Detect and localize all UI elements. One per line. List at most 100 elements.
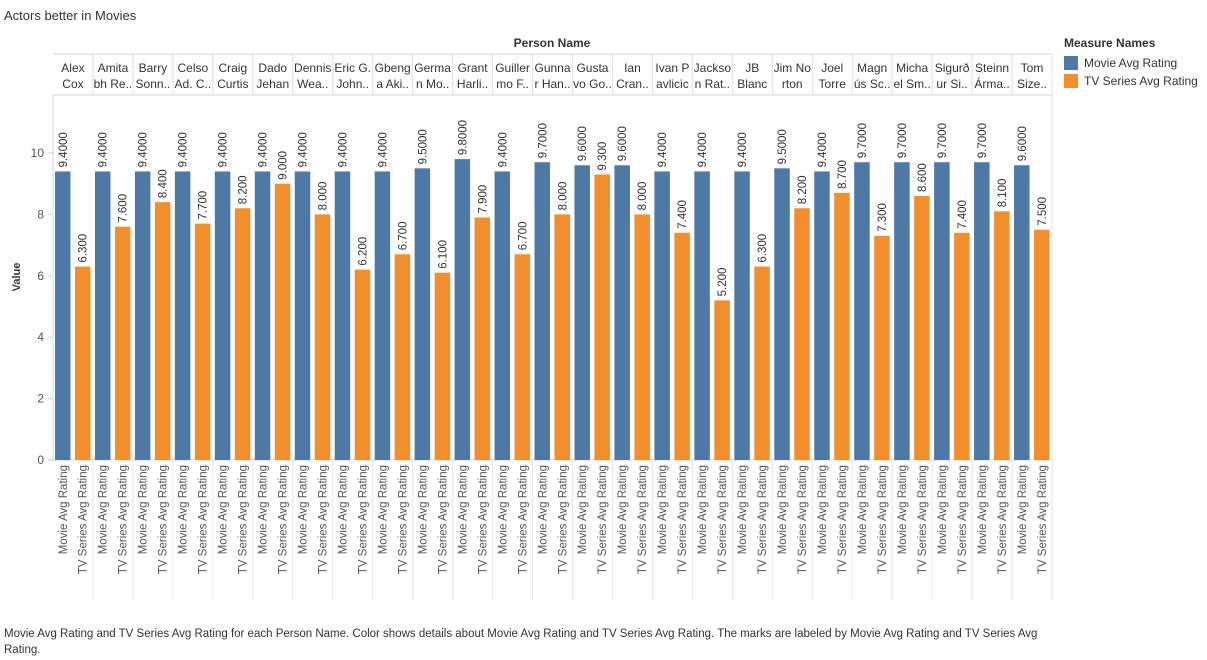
person-name-label: Craig bbox=[218, 61, 247, 75]
y-tick-label: 2 bbox=[37, 392, 44, 406]
tv-series-rating-bar bbox=[634, 214, 650, 460]
person-name-label: Sigurð bbox=[935, 61, 970, 75]
chart-caption: Movie Avg Rating and TV Series Avg Ratin… bbox=[4, 628, 1038, 656]
tv-series-rating-bar bbox=[434, 272, 451, 460]
tv-series-rating-bar bbox=[674, 232, 690, 460]
tv-series-rating-value-label: 6.700 bbox=[517, 222, 529, 251]
measure-label-movie: Movie Avg Rating bbox=[537, 465, 549, 554]
tv-series-rating-bar bbox=[194, 223, 211, 460]
tv-series-rating-bar bbox=[994, 211, 1010, 460]
person-name-label: Micha bbox=[896, 61, 928, 75]
legend-item-movie[interactable]: Movie Avg Rating bbox=[1064, 56, 1198, 70]
person-name-label: Ian bbox=[624, 61, 641, 75]
measure-label-tv-series: TV Series Avg Rating bbox=[677, 465, 689, 574]
movie-rating-value-label: 9.4000 bbox=[817, 132, 829, 167]
measure-label-tv-series: TV Series Avg Rating bbox=[437, 465, 449, 574]
legend-swatch-tv-series bbox=[1064, 74, 1078, 88]
person-name-label: Jackso bbox=[694, 61, 732, 75]
person-name-label: el Sm.. bbox=[893, 77, 930, 91]
measure-label-movie: Movie Avg Rating bbox=[737, 465, 749, 554]
person-name-label: John.. bbox=[336, 77, 369, 91]
tv-series-rating-bar bbox=[514, 254, 531, 460]
y-tick-label: 6 bbox=[37, 269, 44, 283]
measure-label-tv-series: TV Series Avg Rating bbox=[877, 465, 889, 574]
person-name-label: Magn bbox=[857, 61, 887, 75]
person-name-label: Jehan bbox=[256, 77, 289, 91]
movie-rating-value-label: 9.4000 bbox=[657, 132, 669, 167]
measure-label-tv-series: TV Series Avg Rating bbox=[837, 465, 849, 574]
tv-series-rating-value-label: 9.300 bbox=[597, 142, 609, 171]
movie-rating-value-label: 9.7000 bbox=[537, 123, 549, 158]
y-axis-title: Value bbox=[11, 263, 23, 292]
movie-rating-bar bbox=[334, 171, 351, 461]
tv-series-rating-value-label: 8.000 bbox=[557, 182, 569, 211]
measure-label-movie: Movie Avg Rating bbox=[1017, 465, 1029, 554]
measure-label-tv-series: TV Series Avg Rating bbox=[797, 465, 809, 574]
person-name-label: Ad. C.. bbox=[175, 77, 212, 91]
measure-label-tv-series: TV Series Avg Rating bbox=[198, 465, 210, 574]
tv-series-rating-value-label: 7.300 bbox=[877, 203, 889, 232]
tv-series-rating-value-label: 5.200 bbox=[717, 268, 729, 297]
tv-series-rating-value-label: 9.000 bbox=[278, 151, 290, 180]
person-name-label: rton bbox=[782, 77, 803, 91]
person-name-label: Alex bbox=[61, 61, 84, 75]
person-name-label: Grant bbox=[458, 61, 489, 75]
movie-rating-value-label: 9.5000 bbox=[417, 129, 429, 164]
measure-label-movie: Movie Avg Rating bbox=[58, 465, 70, 554]
person-name-label: Celso bbox=[178, 61, 209, 75]
measure-label-tv-series: TV Series Avg Rating bbox=[477, 465, 489, 574]
tv-series-rating-bar bbox=[794, 208, 810, 460]
person-name-label: Gunna bbox=[534, 61, 570, 75]
column-header-label: Person Name bbox=[514, 36, 591, 50]
tv-series-rating-bar bbox=[474, 217, 491, 460]
tv-series-rating-value-label: 7.500 bbox=[1037, 197, 1049, 226]
tv-series-rating-value-label: 7.600 bbox=[118, 194, 130, 223]
person-name-label: Jim No bbox=[774, 61, 812, 75]
measure-label-tv-series: TV Series Avg Rating bbox=[597, 465, 609, 574]
movie-rating-value-label: 9.7000 bbox=[857, 123, 869, 158]
person-name-label: Joel bbox=[821, 61, 843, 75]
person-name-label: Árma.. bbox=[974, 76, 1009, 91]
person-name-label: JB bbox=[745, 61, 759, 75]
tv-series-rating-bar bbox=[314, 214, 331, 460]
measure-label-movie: Movie Avg Rating bbox=[577, 465, 589, 554]
measure-label-tv-series: TV Series Avg Rating bbox=[637, 465, 649, 574]
movie-rating-bar bbox=[55, 171, 71, 461]
tv-series-rating-value-label: 7.400 bbox=[957, 200, 969, 229]
person-name-label: Cox bbox=[62, 77, 83, 91]
movie-rating-bar bbox=[614, 165, 630, 460]
movie-rating-value-label: 9.6000 bbox=[617, 126, 629, 161]
measure-label-movie: Movie Avg Rating bbox=[98, 465, 110, 554]
person-name-label: Gusta bbox=[576, 61, 608, 75]
measure-label-movie: Movie Avg Rating bbox=[417, 465, 429, 554]
movie-rating-value-label: 9.4000 bbox=[298, 132, 310, 167]
measure-label-tv-series: TV Series Avg Rating bbox=[717, 465, 729, 574]
measure-label-movie: Movie Avg Rating bbox=[178, 465, 190, 554]
tv-series-rating-value-label: 7.400 bbox=[677, 200, 689, 229]
tv-series-rating-value-label: 8.200 bbox=[238, 175, 250, 204]
tv-series-rating-value-label: 6.700 bbox=[397, 222, 409, 251]
tv-series-rating-value-label: 6.300 bbox=[78, 234, 90, 263]
movie-rating-value-label: 9.6000 bbox=[1017, 126, 1029, 161]
measure-label-movie: Movie Avg Rating bbox=[497, 465, 509, 554]
movie-rating-bar bbox=[694, 171, 710, 461]
movie-rating-bar bbox=[174, 171, 191, 461]
movie-rating-value-label: 9.5000 bbox=[777, 129, 789, 164]
tv-series-rating-value-label: 6.300 bbox=[757, 234, 769, 263]
movie-rating-value-label: 9.4000 bbox=[377, 132, 389, 167]
movie-rating-value-label: 9.4000 bbox=[697, 132, 709, 167]
person-name-label: a Aki.. bbox=[376, 77, 409, 91]
measure-label-movie: Movie Avg Rating bbox=[897, 465, 909, 554]
legend-item-tv-series[interactable]: TV Series Avg Rating bbox=[1064, 74, 1198, 88]
person-name-label: Harli.. bbox=[457, 77, 488, 91]
measure-label-tv-series: TV Series Avg Rating bbox=[757, 465, 769, 574]
movie-rating-bar bbox=[414, 168, 431, 460]
measure-label-movie: Movie Avg Rating bbox=[657, 465, 669, 554]
person-name-label: Curtis bbox=[217, 77, 248, 91]
tv-series-rating-bar bbox=[274, 183, 291, 460]
person-name-label: r Han.. bbox=[534, 77, 570, 91]
movie-rating-value-label: 9.6000 bbox=[577, 126, 589, 161]
legend-label-tv-series: TV Series Avg Rating bbox=[1084, 74, 1198, 88]
tv-series-rating-bar bbox=[874, 235, 890, 460]
tv-series-rating-bar bbox=[154, 202, 171, 460]
